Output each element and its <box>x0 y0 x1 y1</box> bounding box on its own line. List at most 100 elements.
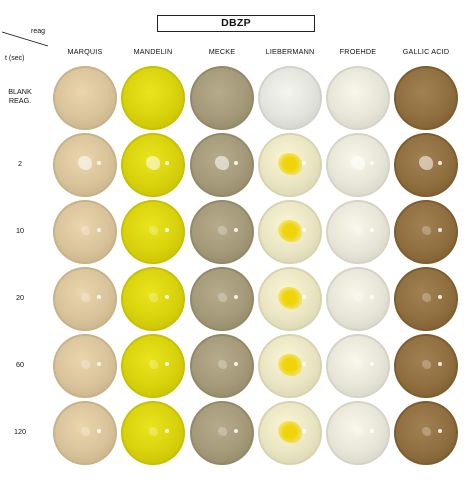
reaction-well-mandelin <box>121 267 185 331</box>
light-reflection <box>370 362 374 366</box>
reaction-well-mandelin <box>121 66 185 130</box>
reaction-well-fill <box>123 68 183 128</box>
reaction-well-gallic <box>394 66 458 130</box>
sample-spot <box>217 292 227 302</box>
reaction-well-fill <box>55 202 115 262</box>
corner-diagonal-line <box>1 31 49 47</box>
light-reflection <box>302 429 306 433</box>
light-reflection <box>165 228 169 232</box>
page-title: DBZP <box>221 17 251 29</box>
reaction-well-fill <box>396 403 456 463</box>
row-label: BLANK REAG. <box>8 87 32 105</box>
reaction-well-fill <box>55 68 115 128</box>
sample-spot <box>78 156 92 170</box>
reaction-well-mandelin <box>121 401 185 465</box>
light-reflection <box>234 161 238 165</box>
reaction-well-fill <box>192 269 252 329</box>
yellow-reaction-spot <box>278 287 302 309</box>
column-header-gallic-acid: GALLIC ACID <box>402 47 450 56</box>
reaction-well-fill <box>396 269 456 329</box>
yellow-reaction-spot <box>278 220 302 242</box>
reaction-well-fill <box>192 403 252 463</box>
reaction-well-fill <box>328 336 388 396</box>
sample-spot <box>421 225 431 235</box>
sample-spot <box>80 426 90 436</box>
light-reflection <box>438 295 442 299</box>
reaction-well-mecke <box>190 267 254 331</box>
light-reflection <box>370 161 374 165</box>
light-reflection <box>97 161 101 165</box>
reaction-well-fill <box>260 68 320 128</box>
reaction-well-mandelin <box>121 133 185 197</box>
reaction-well-liebermann <box>258 334 322 398</box>
light-reflection <box>165 429 169 433</box>
reaction-well-fill <box>192 68 252 128</box>
row-label: 20 <box>16 292 24 302</box>
sample-spot <box>421 292 431 302</box>
reaction-well-mecke <box>190 66 254 130</box>
light-reflection <box>302 161 306 165</box>
reaction-well-fill <box>55 403 115 463</box>
reaction-well-gallic <box>394 401 458 465</box>
reaction-well-fill <box>328 68 388 128</box>
reaction-well-fill <box>328 403 388 463</box>
reaction-well-liebermann <box>258 133 322 197</box>
light-reflection <box>302 362 306 366</box>
reaction-well-marquis <box>53 200 117 264</box>
sample-spot <box>217 225 227 235</box>
light-reflection <box>438 228 442 232</box>
light-reflection <box>165 161 169 165</box>
reaction-well-fill <box>55 336 115 396</box>
sample-spot <box>215 156 229 170</box>
reaction-well-mecke <box>190 133 254 197</box>
reaction-well-gallic <box>394 133 458 197</box>
row-label: 10 <box>16 225 24 235</box>
sample-spot <box>146 156 160 170</box>
reaction-well-fill <box>328 202 388 262</box>
row-label: 2 <box>18 158 22 168</box>
column-header-mandelin: MANDELIN <box>133 47 173 56</box>
yellow-reaction-spot <box>278 421 302 443</box>
reaction-well-liebermann <box>258 66 322 130</box>
light-reflection <box>165 295 169 299</box>
column-header-liebermann: LIEBERMANN <box>265 47 315 56</box>
reaction-well-froehde <box>326 267 390 331</box>
sample-spot <box>353 292 363 302</box>
reaction-well-froehde <box>326 334 390 398</box>
sample-spot <box>148 225 158 235</box>
row-label: 60 <box>16 359 24 369</box>
reaction-well-mecke <box>190 200 254 264</box>
reaction-well-mecke <box>190 401 254 465</box>
reaction-well-liebermann <box>258 267 322 331</box>
reaction-well-marquis <box>53 133 117 197</box>
yellow-reaction-spot <box>278 153 302 175</box>
reaction-well-froehde <box>326 133 390 197</box>
reaction-well-fill <box>123 403 183 463</box>
reaction-well-froehde <box>326 66 390 130</box>
light-reflection <box>234 228 238 232</box>
reaction-well-marquis <box>53 401 117 465</box>
sample-spot <box>421 426 431 436</box>
reaction-well-liebermann <box>258 200 322 264</box>
reaction-well-fill <box>396 336 456 396</box>
reaction-well-gallic <box>394 334 458 398</box>
corner-header: reag t (sec) <box>0 28 50 66</box>
reaction-well-fill <box>328 269 388 329</box>
sample-spot <box>351 156 365 170</box>
reaction-well-fill <box>55 269 115 329</box>
reaction-well-mecke <box>190 334 254 398</box>
column-header-mecke: MECKE <box>208 47 236 56</box>
light-reflection <box>234 362 238 366</box>
yellow-reaction-spot <box>278 354 302 376</box>
sample-spot <box>353 359 363 369</box>
light-reflection <box>165 362 169 366</box>
reaction-well-liebermann <box>258 401 322 465</box>
sample-spot <box>217 359 227 369</box>
sample-spot <box>419 156 433 170</box>
reaction-well-fill <box>192 336 252 396</box>
reaction-well-fill <box>396 68 456 128</box>
light-reflection <box>234 429 238 433</box>
row-label: 120 <box>14 426 26 436</box>
reaction-well-marquis <box>53 267 117 331</box>
column-header-marquis: MARQUIS <box>67 47 103 56</box>
